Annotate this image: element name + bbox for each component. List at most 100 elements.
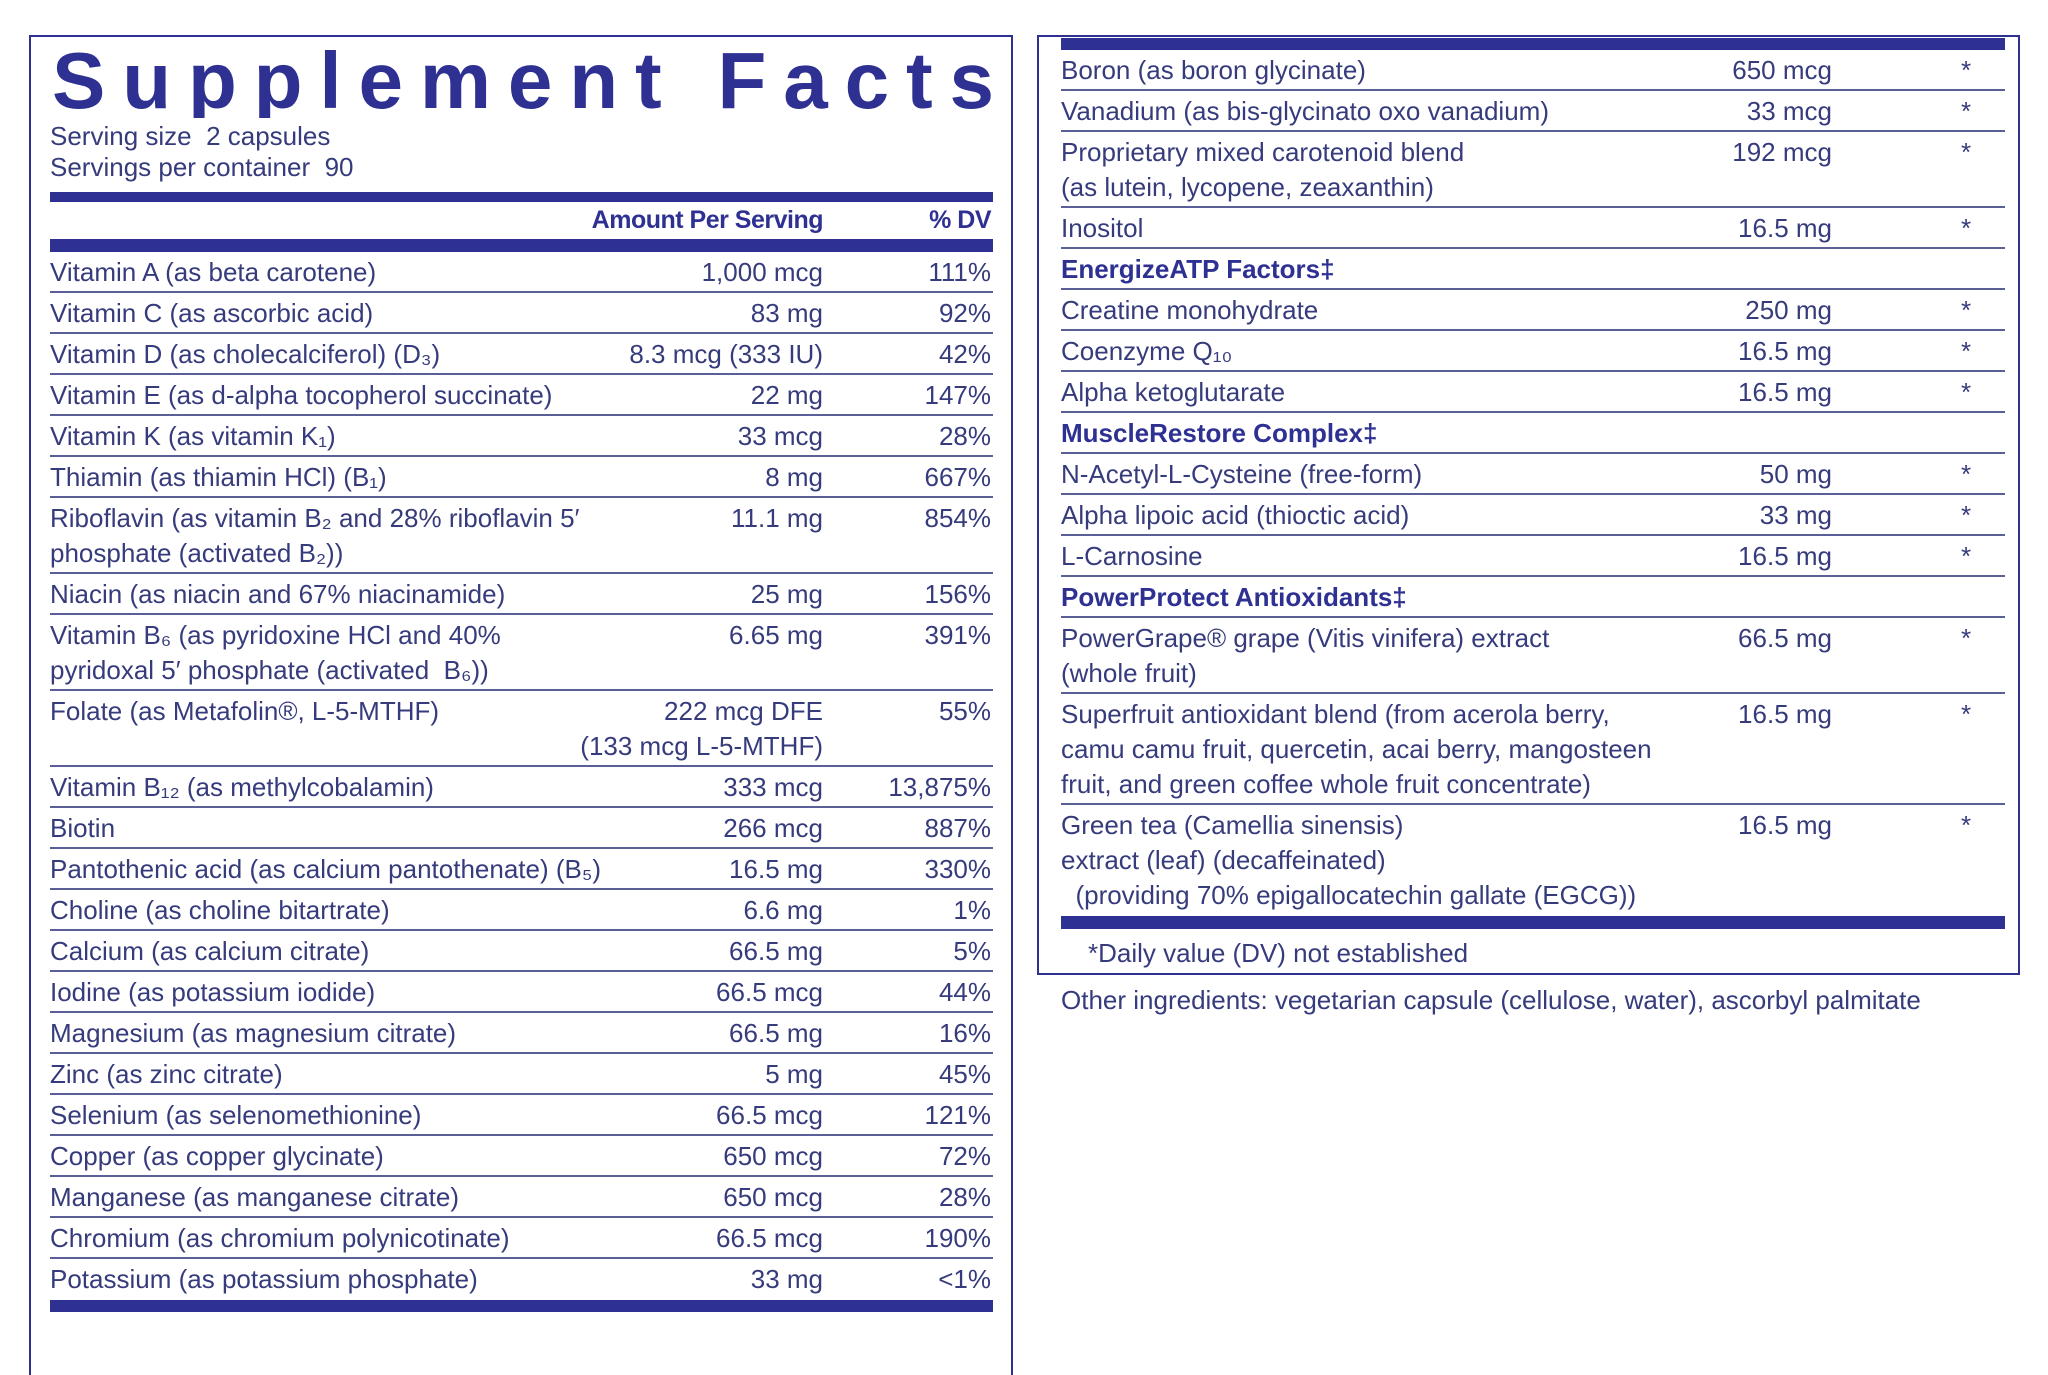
nutrient-name: phosphate (activated B₂)) (50, 538, 344, 568)
daily-value: * (1961, 213, 1972, 243)
amount-cell: 16.5 mg (1512, 375, 1832, 410)
row: Alpha lipoic acid (thioctic acid) 33 mg * (1061, 495, 2005, 536)
dv-cell: 72% (851, 1139, 991, 1174)
amount-cell: 33 mg (503, 1262, 823, 1297)
name-cell: Proprietary mixed carotenoid blend (as lu… (1061, 135, 1701, 205)
daily-value: * (1961, 623, 1972, 653)
dv-cell: * (1961, 621, 1981, 656)
daily-value: 147% (924, 380, 992, 410)
other-ingredients: Other ingredients: vegetarian capsule (c… (1061, 985, 1921, 1015)
dv-cell: 44% (851, 975, 991, 1010)
row: Vanadium (as bis-glycinato oxo vanadium)… (1061, 91, 2005, 132)
daily-value: 28% (938, 421, 991, 451)
amount: (133 mcg L-5-MTHF) (580, 731, 823, 761)
nutrient-name: Copper (as copper glycinate) (50, 1141, 384, 1171)
nutrient-name: Riboflavin (as vitamin B₂ and 28% ribofl… (50, 503, 580, 533)
name-cell: Riboflavin (as vitamin B₂ and 28% ribofl… (50, 501, 810, 571)
nutrient-name: Folate (as Metafolin®, L-5-MTHF) (50, 696, 440, 726)
dv-cell: * (1961, 498, 1981, 533)
title: Supplement Facts (52, 38, 994, 118)
nutrient-name: Vanadium (as bis-glycinato oxo vanadium) (1061, 96, 1549, 126)
dv-cell: 92% (851, 296, 991, 331)
row: Thiamin (as thiamin HCl) (B₁) 8 mg 667% (50, 457, 993, 498)
nutrient-name: L-Carnosine (1061, 541, 1203, 571)
dv-cell: 156% (851, 577, 992, 612)
dv-cell: 330% (851, 852, 992, 887)
daily-value: 16% (938, 1018, 991, 1048)
daily-value: 5% (953, 936, 991, 966)
nutrient-name: Choline (as choline bitartrate) (50, 895, 390, 925)
name-cell: Green tea (Camellia sinensis) extract (le… (1061, 808, 1701, 913)
row: Creatine monohydrate 250 mg * (1061, 290, 2005, 331)
nutrient-name: Alpha ketoglutarate (1061, 377, 1286, 407)
row: PowerGrape® grape (Vitis vinifera) extra… (1061, 618, 2005, 694)
amount: 66.5 mg (1738, 623, 1832, 653)
name-cell: Vanadium (as bis-glycinato oxo vanadium) (1061, 94, 1701, 129)
amount: 650 mcg (1732, 55, 1832, 85)
name-cell: Vitamin K (as vitamin K₁) (50, 419, 810, 454)
amount: 222 mcg DFE (664, 696, 823, 726)
name-cell: Iodine (as potassium iodide) (50, 975, 810, 1010)
amount: 66.5 mcg (716, 1100, 823, 1130)
amount: 6.6 mg (743, 895, 824, 925)
row: Potassium (as potassium phosphate) 33 mg <… (50, 1259, 993, 1300)
section-heading: MuscleRestore Complex‡ (1061, 416, 1377, 451)
dv-cell: 16% (851, 1016, 991, 1051)
amount: 33 mcg (1746, 96, 1832, 126)
row: Vitamin C (as ascorbic acid) 83 mg 92% (50, 293, 993, 334)
name-cell: Creatine monohydrate (1061, 293, 1701, 328)
amount: 16.5 mg (1738, 336, 1832, 366)
amount: 192 mcg (1732, 137, 1832, 167)
nutrient-name: Boron (as boron glycinate) (1061, 55, 1366, 85)
row: Vitamin B₆ (as pyridoxine HCl and 40% pyr… (50, 615, 993, 691)
thick-bar (1061, 38, 2005, 50)
amount-cell: 16.5 mg (1512, 539, 1832, 574)
amount-cell: 650 mcg (503, 1139, 823, 1174)
dv-cell: * (1961, 94, 1981, 129)
daily-value: 156% (924, 579, 992, 609)
amount: 333 mcg (723, 772, 823, 802)
row: Iodine (as potassium iodide) 66.5 mcg 44% (50, 972, 993, 1013)
amount-cell: 66.5 mcg (503, 975, 823, 1010)
amount: 650 mcg (723, 1141, 823, 1171)
name-cell: Calcium (as calcium citrate) (50, 934, 810, 969)
daily-value: * (1961, 810, 1972, 840)
amount-cell: 66.5 mg (1512, 621, 1832, 656)
nutrient-name: Calcium (as calcium citrate) (50, 936, 370, 966)
amount: 8.3 mcg (333 IU) (629, 339, 823, 369)
daily-value: 667% (924, 462, 992, 492)
amount-cell: 33 mg (1512, 498, 1832, 533)
dv-cell: 667% (851, 460, 992, 495)
section-title: PowerProtect Antioxidants‡ (1061, 582, 1407, 612)
thick-bar (50, 239, 993, 252)
row: Niacin (as niacin and 67% niacinamide) 25… (50, 574, 993, 615)
amount: 650 mcg (723, 1182, 823, 1212)
daily-value: 854% (924, 503, 992, 533)
row: Vitamin A (as beta carotene) 1,000 mcg 111… (50, 252, 993, 293)
nutrient-name: PowerGrape® grape (Vitis vinifera) extra… (1061, 623, 1550, 653)
amount-cell: 266 mcg (503, 811, 823, 846)
amount-cell: 83 mg (503, 296, 823, 331)
row: Vitamin E (as d-alpha tocopherol succina… (50, 375, 993, 416)
section-heading: EnergizeATP Factors‡ (1061, 252, 1335, 287)
amount: 16.5 mg (1738, 213, 1832, 243)
nutrient-name: Vitamin E (as d-alpha tocopherol succina… (50, 380, 553, 410)
name-cell: L-Carnosine (1061, 539, 1701, 574)
row: L-Carnosine 16.5 mg * (1061, 536, 2005, 577)
nutrient-name: extract (leaf) (decaffeinated) (1061, 845, 1386, 875)
dv-cell: 42% (851, 337, 991, 372)
nutrient-name: Alpha lipoic acid (thioctic acid) (1061, 500, 1410, 530)
nutrient-name: Proprietary mixed carotenoid blend (1061, 137, 1465, 167)
amount: 33 mg (1759, 500, 1832, 530)
row: Calcium (as calcium citrate) 66.5 mg 5% (50, 931, 993, 972)
nutrient-name: Niacin (as niacin and 67% niacinamide) (50, 579, 506, 609)
name-cell: Superfruit antioxidant blend (from acero… (1061, 697, 1701, 802)
name-cell: Coenzyme Q₁₀ (1061, 334, 1701, 369)
amount-cell: 66.5 mg (503, 1016, 823, 1051)
dv-cell: * (1961, 211, 1981, 246)
nutrient-name: Iodine (as potassium iodide) (50, 977, 376, 1007)
amount-cell: 650 mcg (1512, 53, 1832, 88)
name-cell: Potassium (as potassium phosphate) (50, 1262, 810, 1297)
row: Pantothenic acid (as calcium pantothenat… (50, 849, 993, 890)
amount-cell: 250 mg (1512, 293, 1832, 328)
